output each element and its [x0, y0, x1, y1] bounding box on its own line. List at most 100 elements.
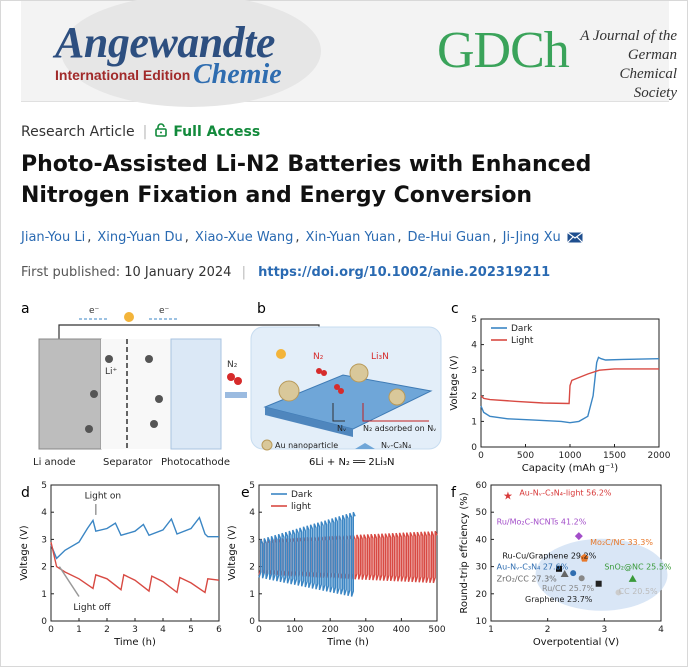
legend-label: Dark [511, 324, 533, 334]
open-lock-icon [155, 123, 168, 141]
author-link[interactable]: Jian-You Li [21, 230, 86, 245]
point-label: Au-Nᵥ-C₃N₄-light 56.2% [519, 488, 612, 497]
y-tick-label: 5 [41, 481, 47, 491]
y-tick-label: 4 [249, 508, 255, 518]
panel-a-schematic: e⁻ e⁻ Li⁺ N₂ Li anode Separator Photocat… [33, 306, 320, 468]
journal-chemie: Chemie [193, 59, 282, 90]
chart-f[interactable]: 1 2 3 4 10 20 30 40 50 60 Overpotential (V) Round-t… [459, 481, 672, 648]
y-axis-label: Round-trip effciency (%) [459, 492, 470, 613]
x-tick-label: 3 [132, 625, 138, 635]
y-axis-label: Voltage (V) [449, 355, 460, 410]
author-link[interactable]: Xiao-Xue Wang [194, 230, 294, 245]
author-separator: , [492, 230, 497, 245]
panel-label-c: c [451, 301, 459, 317]
x-tick-label: 500 [428, 625, 445, 635]
svg-text:N₂ adsorbed on Nᵥ: N₂ adsorbed on Nᵥ [363, 424, 437, 433]
author-separator: , [87, 230, 92, 245]
x-tick-label: 0 [478, 451, 484, 461]
series-line [480, 356, 660, 424]
point-label: SnO₂@NC 25.5% [604, 562, 671, 571]
article-figure[interactable]: a e⁻ e⁻ Li⁺ N₂ Li anode Separator Phot [19, 299, 672, 659]
x-tick-label: 3 [601, 625, 607, 635]
panel-label-e: e [241, 485, 250, 501]
y-tick-label: 50 [476, 508, 488, 518]
x-tick-label: 1000 [559, 451, 582, 461]
point-marker [578, 575, 585, 582]
point-label: Mo₂C/NC 33.3% [590, 538, 653, 547]
point-label: CC 20.5% [619, 587, 659, 596]
legend-label: Dark [291, 490, 313, 500]
journal-name: Angewandte [55, 18, 275, 67]
point-marker [570, 570, 577, 577]
plot-frame [258, 484, 438, 622]
point-marker [580, 553, 589, 562]
point-marker [628, 574, 637, 582]
article-type: Research Article [21, 124, 135, 140]
point-label: Au-Nᵥ-C₃N₄ 27.6% [497, 562, 569, 571]
x-tick-label: 4 [658, 625, 664, 635]
svg-text:N₂: N₂ [227, 360, 238, 370]
point-label: Ru/CC 25.7% [542, 584, 594, 593]
svg-text:Nᵥ-C₃N₄: Nᵥ-C₃N₄ [381, 441, 411, 450]
y-tick-label: 40 [476, 535, 488, 545]
email-icon[interactable] [566, 230, 583, 245]
x-axis-label: Time (h) [326, 637, 369, 648]
chart-e[interactable]: 0 100 200 300 400 500 0 1 2 3 4 5 Time (h) Voltage (V… [227, 481, 446, 648]
plot-frame [50, 484, 220, 622]
annotation-light-off: Light off [73, 603, 111, 613]
chart-d[interactable]: 0 1 2 3 4 5 6 0 1 2 3 4 5 Time (h) Voltage (V) Light on… [19, 481, 222, 648]
divider: | [142, 124, 148, 140]
author-link[interactable]: De-Hui Guan [407, 230, 491, 245]
doi-link[interactable]: https://doi.org/10.1002/anie.202319211 [258, 265, 551, 280]
svg-text:Separator: Separator [103, 457, 153, 468]
svg-text:N₂: N₂ [313, 352, 324, 362]
full-access-badge: Full Access [173, 124, 261, 140]
point-marker [615, 589, 622, 596]
x-tick-label: 0 [48, 625, 54, 635]
series-line [258, 511, 356, 597]
point-marker [556, 565, 562, 572]
author-list: Jian-You Li, Xing-Yuan Du, Xiao-Xue Wang, X… [21, 230, 583, 245]
y-tick-label: 0 [41, 617, 47, 627]
x-tick-label: 1 [76, 625, 82, 635]
y-tick-label: 3 [249, 535, 255, 545]
journal-banner[interactable]: Angewandte International Edition Chemie … [21, 0, 677, 107]
plot-frame [490, 484, 662, 622]
x-tick-label: 400 [393, 625, 410, 635]
author-link[interactable]: Xing-Yuan Du [97, 230, 183, 245]
journal-edition: International Edition [55, 67, 191, 83]
y-tick-label: 2 [41, 563, 47, 573]
series-line [50, 541, 220, 594]
point-marker [574, 532, 583, 541]
article-meta: Research Article | Full Access [21, 123, 260, 141]
y-tick-label: 2 [471, 392, 477, 402]
svg-text:Nᵥ: Nᵥ [337, 424, 346, 433]
author-separator: , [295, 230, 300, 245]
author-link[interactable]: Xin-Yuan Yuan [305, 230, 396, 245]
svg-text:Li anode: Li anode [33, 457, 76, 468]
photocathode-block [170, 338, 222, 450]
y-tick-label: 60 [476, 481, 488, 491]
legend-label: Light [511, 336, 534, 346]
published-label: First published: [21, 265, 121, 280]
y-tick-label: 5 [471, 315, 477, 325]
society-tagline: A Journal of the German Chemical Society [577, 27, 677, 103]
chart-c[interactable]: 0 500 1000 1500 2000 0 1 2 3 4 5 Capacity (mAh g⁻¹)… [449, 315, 671, 474]
y-tick-label: 0 [249, 617, 255, 627]
plot-frame [480, 318, 660, 448]
annotation-arrow [58, 566, 80, 597]
y-tick-label: 1 [471, 417, 477, 427]
x-axis-label: Overpotential (V) [533, 637, 619, 648]
point-label: Graphene 23.7% [525, 595, 593, 604]
sun-icon [124, 312, 134, 322]
society-line-1: A Journal of the [580, 28, 677, 44]
author-link[interactable]: Ji-Jing Xu [502, 230, 561, 245]
divider: | [241, 265, 246, 280]
banner-ellipse [61, 0, 321, 107]
x-tick-label: 6 [216, 625, 222, 635]
svg-text:e⁻: e⁻ [89, 306, 100, 316]
y-tick-label: 0 [471, 443, 477, 453]
x-tick-label: 2 [104, 625, 110, 635]
x-tick-label: 2000 [648, 451, 671, 461]
